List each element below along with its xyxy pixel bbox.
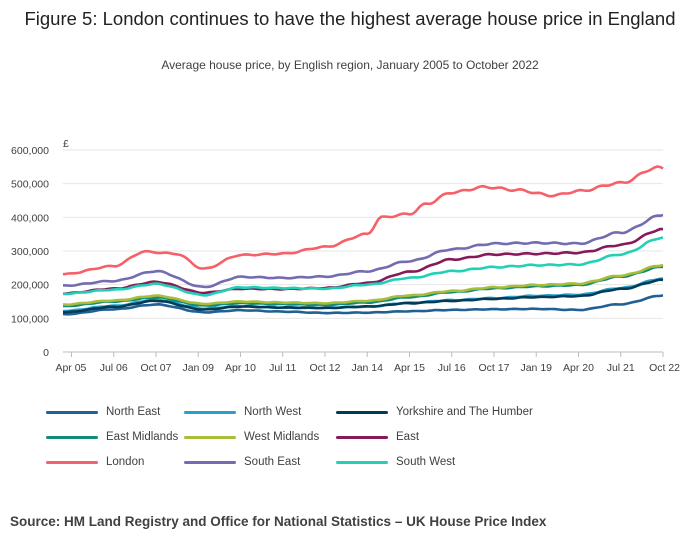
x-tick-label: Oct 12 <box>310 362 341 374</box>
legend-item: North West <box>184 406 301 418</box>
legend-label: South East <box>244 456 301 468</box>
legend-swatch <box>336 460 388 464</box>
legend-swatch <box>46 460 98 464</box>
legend-swatch <box>184 460 236 464</box>
chart-title: Figure 5: London continues to have the h… <box>24 8 676 29</box>
legend-item: East Midlands <box>46 431 178 443</box>
legend-label: East Midlands <box>106 431 179 443</box>
source-note: Source: HM Land Registry and Office for … <box>10 514 547 529</box>
series-line-north-east <box>62 294 664 316</box>
legend-item: North East <box>46 406 160 418</box>
y-tick-label: 500,000 <box>11 179 49 191</box>
y-tick-label: 0 <box>43 347 49 359</box>
x-tick-label: Oct 22 <box>649 362 680 374</box>
legend-label: London <box>106 456 145 468</box>
y-axis: 0 100,000 200,000 300,000 400,000 500,000 600,… <box>11 145 49 359</box>
series-line-west-midlands <box>62 263 664 306</box>
legend-swatch <box>46 410 98 414</box>
legend-item: London <box>46 456 144 468</box>
legend-swatch <box>336 410 388 414</box>
legend-label: North West <box>244 406 302 418</box>
legend-swatch <box>184 435 236 439</box>
chart-subtitle: Average house price, by English region, … <box>161 58 539 72</box>
legend-label: West Midlands <box>244 431 320 443</box>
legend-swatch <box>336 435 388 439</box>
x-tick-label: Oct 17 <box>479 362 510 374</box>
x-axis: Apr 05 Jul 06 Oct 07 Jan 09 Apr 10 Jul 11 Oct … <box>55 352 680 374</box>
legend-label: East <box>396 431 420 443</box>
legend-swatch <box>184 410 236 414</box>
x-tick-label: Jan 14 <box>351 362 383 374</box>
legend-label: Yorkshire and The Humber <box>396 406 533 418</box>
series-lines <box>62 165 664 316</box>
y-tick-label: 400,000 <box>11 212 49 224</box>
legend-item: South East <box>184 456 300 468</box>
x-tick-label: Apr 15 <box>394 362 425 374</box>
legend-label: North East <box>106 406 161 418</box>
x-tick-label: Jan 19 <box>520 362 552 374</box>
y-tick-label: 300,000 <box>11 246 49 258</box>
x-tick-label: Apr 05 <box>55 362 86 374</box>
y-tick-label: 100,000 <box>11 313 49 325</box>
x-tick-label: Apr 10 <box>225 362 256 374</box>
series-line-yorkshire-and-the-humber <box>62 278 664 314</box>
x-tick-label: Jul 11 <box>269 362 296 374</box>
series-line-east <box>63 227 664 295</box>
line-chart: 0 100,000 200,000 300,000 400,000 500,000 600,… <box>11 138 680 374</box>
y-tick-label: 200,000 <box>11 280 49 292</box>
legend-swatch <box>46 435 98 439</box>
x-tick-label: Oct 07 <box>140 362 171 374</box>
y-tick-label: 600,000 <box>11 145 49 157</box>
legend-item: Yorkshire and The Humber <box>336 406 533 418</box>
x-tick-label: Jul 06 <box>100 362 128 374</box>
x-tick-label: Jul 16 <box>438 362 466 374</box>
legend-item: West Midlands <box>184 431 319 443</box>
x-tick-label: Jul 21 <box>607 362 635 374</box>
x-tick-label: Jan 09 <box>182 362 214 374</box>
legend-label: South West <box>396 456 456 468</box>
y-axis-unit-label: £ <box>63 138 69 150</box>
series-line-london <box>62 165 664 276</box>
series-line-south-east <box>62 213 664 289</box>
x-tick-label: Apr 20 <box>563 362 594 374</box>
legend-item: East <box>336 431 419 443</box>
series-line-south-west <box>62 236 664 297</box>
legend-item: South West <box>336 456 455 468</box>
